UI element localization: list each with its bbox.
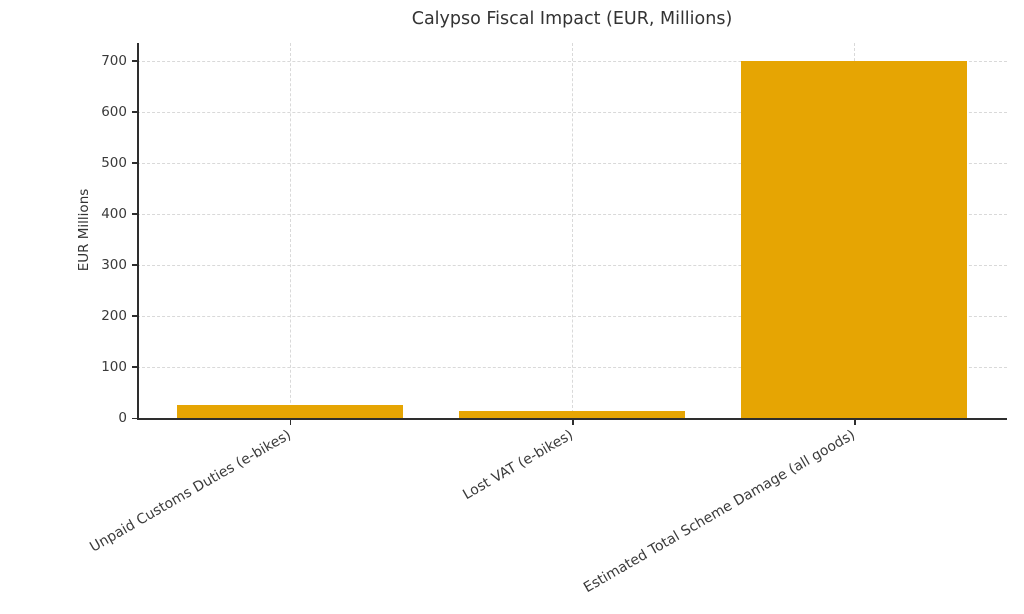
y-tick-label: 200 bbox=[101, 307, 127, 324]
bar bbox=[741, 60, 968, 418]
x-tick-label: Lost VAT (e-bikes) bbox=[460, 427, 576, 504]
y-tick-mark bbox=[132, 162, 137, 164]
bar bbox=[459, 411, 685, 418]
x-gridline bbox=[289, 43, 291, 418]
x-tick-label: Unpaid Customs Duties (e-bikes) bbox=[86, 427, 294, 556]
y-axis-spine bbox=[137, 43, 139, 419]
y-tick-mark bbox=[132, 366, 137, 368]
x-tick-mark bbox=[289, 419, 292, 425]
chart-title: Calypso Fiscal Impact (EUR, Millions) bbox=[411, 9, 733, 29]
x-tick-label: Estimated Total Scheme Damage (all goods… bbox=[581, 427, 859, 597]
y-tick-label: 700 bbox=[101, 52, 127, 69]
y-tick-mark bbox=[132, 213, 137, 215]
y-tick-label: 300 bbox=[101, 256, 127, 273]
y-tick-mark bbox=[132, 417, 137, 419]
y-tick-mark bbox=[132, 111, 137, 113]
x-axis-spine bbox=[137, 418, 1007, 420]
x-tick-mark bbox=[854, 419, 856, 425]
y-tick-label: 100 bbox=[101, 358, 127, 375]
y-tick-label: 400 bbox=[101, 205, 127, 222]
y-tick-mark bbox=[132, 315, 137, 317]
bar bbox=[176, 404, 403, 418]
x-gridline bbox=[572, 43, 573, 418]
y-tick-mark bbox=[132, 264, 137, 266]
y-tick-label: 600 bbox=[101, 103, 127, 120]
y-tick-mark bbox=[132, 60, 137, 62]
y-tick-label: 0 bbox=[118, 410, 127, 426]
x-tick-mark bbox=[572, 419, 574, 425]
y-tick-label: 500 bbox=[101, 154, 127, 171]
